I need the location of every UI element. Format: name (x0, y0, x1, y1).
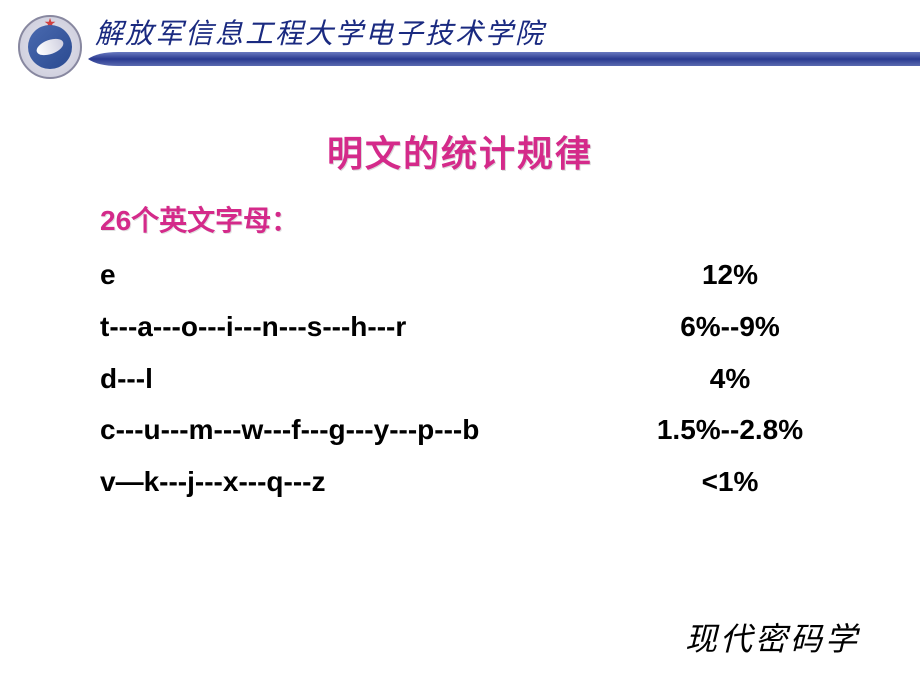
swoosh-icon (35, 32, 65, 62)
table-row: t---a---o---i---n---s---h---r 6%--9% (100, 301, 840, 353)
letters-cell: t---a---o---i---n---s---h---r (100, 301, 620, 353)
frequency-cell: 4% (620, 353, 840, 405)
letters-cell: d---l (100, 353, 620, 405)
slide-title: 明文的统计规律 (0, 125, 920, 177)
table-row: e 12% (100, 249, 840, 301)
frequency-cell: 1.5%--2.8% (620, 404, 840, 456)
letters-cell: e (100, 249, 620, 301)
table-row: v—k---j---x---q---z <1% (100, 456, 840, 508)
frequency-table: e 12% t---a---o---i---n---s---h---r 6%--… (100, 249, 840, 508)
table-row: c---u---m---w---f---g---y---p---b 1.5%--… (100, 404, 840, 456)
slide-header: ★ 解放军信息工程大学电子技术学院 (0, 0, 920, 90)
frequency-cell: 12% (620, 249, 840, 301)
footer-label: 现代密码学 (685, 614, 860, 660)
header-divider-bar (88, 52, 920, 66)
institution-logo: ★ (18, 15, 82, 79)
frequency-cell: 6%--9% (620, 301, 840, 353)
letters-cell: c---u---m---w---f---g---y---p---b (100, 404, 620, 456)
frequency-cell: <1% (620, 456, 840, 508)
table-row: d---l 4% (100, 353, 840, 405)
institution-name: 解放军信息工程大学电子技术学院 (95, 12, 545, 52)
letters-cell: v—k---j---x---q---z (100, 456, 620, 508)
slide-subtitle: 26个英文字母： (100, 199, 920, 239)
